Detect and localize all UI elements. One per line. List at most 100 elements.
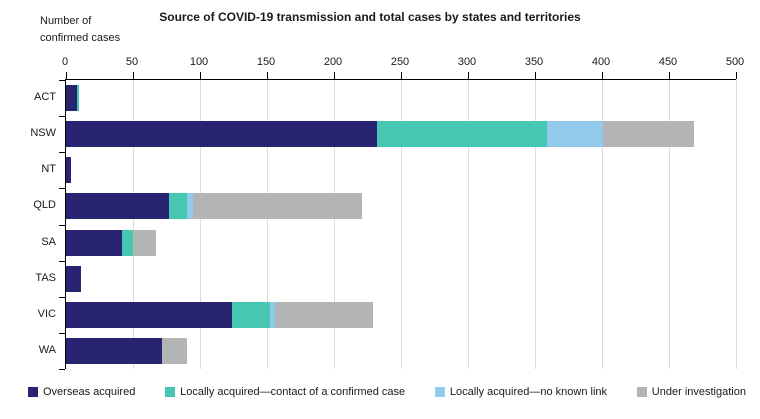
y-tick-mark — [59, 116, 65, 118]
gridline — [401, 80, 402, 369]
legend-label: Locally acquired—no known link — [449, 386, 608, 398]
y-axis-labels: ACT NSW NT QLD SA TAS VIC WA — [0, 79, 56, 368]
bar-segment — [66, 265, 81, 292]
legend-label: Under investigation — [651, 386, 746, 398]
y-tick-mark — [59, 260, 65, 262]
gridline — [602, 80, 603, 369]
x-tick-mark — [334, 72, 335, 79]
bar-row — [66, 152, 736, 188]
bar-segment — [66, 193, 170, 220]
gridline — [669, 80, 670, 369]
stacked-bar — [66, 337, 736, 364]
category-label: TAS — [35, 271, 56, 284]
x-tick-mark — [200, 72, 201, 79]
gridline — [267, 80, 268, 369]
legend-item: Locally acquired—contact of a confirmed … — [165, 386, 405, 398]
bar-row — [66, 80, 736, 116]
x-tick-label: 450 — [658, 56, 678, 68]
x-tick-label: 400 — [591, 56, 611, 68]
legend: Overseas acquired Locally acquired—contac… — [28, 385, 746, 399]
gridline — [468, 80, 469, 369]
bar-segment — [376, 121, 548, 148]
stacked-bar — [66, 85, 736, 112]
bar-segment — [169, 193, 187, 220]
category-label: WA — [38, 343, 56, 356]
bar-segment — [603, 121, 695, 148]
bar-row — [66, 333, 736, 369]
y-tick-mark — [59, 80, 65, 81]
bar-segment — [122, 229, 133, 256]
x-tick-mark — [736, 72, 737, 79]
x-tick-mark — [602, 72, 603, 79]
x-tick-label: 0 — [61, 56, 69, 68]
chart-title: Source of COVID-19 transmission and tota… — [159, 10, 581, 24]
y-tick-mark — [59, 332, 65, 334]
plot-area — [59, 72, 737, 370]
x-tick-mark — [66, 72, 67, 79]
legend-item: Overseas acquired — [28, 386, 135, 398]
bar-row — [66, 225, 736, 261]
bar-segment — [66, 337, 163, 364]
bar-row — [66, 261, 736, 297]
legend-item: Locally acquired—no known link — [434, 386, 608, 398]
bar-segment — [66, 85, 77, 112]
x-tick-label: 300 — [457, 56, 477, 68]
y-tick-mark — [59, 369, 65, 370]
x-tick-mark — [267, 72, 268, 79]
x-tick-mark — [468, 72, 469, 79]
legend-swatch — [28, 387, 38, 397]
bar-segment — [547, 121, 604, 148]
bar-segment — [193, 193, 363, 220]
gridline — [133, 80, 134, 369]
y-axis-title: Number of confirmed cases — [40, 15, 121, 45]
legend-label: Locally acquired—contact of a confirmed … — [180, 386, 406, 398]
bar-segment — [232, 301, 270, 328]
legend-swatch — [165, 387, 176, 397]
gridline — [334, 80, 335, 369]
bar-segment — [162, 337, 187, 364]
stacked-bar — [66, 229, 736, 256]
bar-segment — [76, 85, 80, 112]
stacked-bar — [66, 265, 736, 292]
bar-row — [66, 116, 736, 152]
x-tick-label: 150 — [256, 56, 276, 68]
x-tick-label: 500 — [725, 56, 745, 68]
y-tick-mark — [59, 296, 65, 298]
gridline — [535, 80, 536, 369]
bar-segment — [66, 121, 377, 148]
x-tick-label: 250 — [390, 56, 410, 68]
bar-segment — [186, 193, 194, 220]
bar-segment — [66, 301, 233, 328]
stacked-bar — [66, 157, 736, 184]
bar-segment — [275, 301, 373, 328]
stacked-bar — [66, 301, 736, 328]
x-tick-mark — [133, 72, 134, 79]
bar-segment — [66, 157, 72, 184]
legend-swatch — [434, 387, 445, 397]
x-tick-mark — [535, 72, 536, 79]
category-label: ACT — [34, 91, 56, 104]
legend-label: Overseas acquired — [43, 386, 136, 398]
gridline — [200, 80, 201, 369]
legend-swatch — [636, 387, 647, 397]
x-tick-label: 350 — [524, 56, 544, 68]
category-label: SA — [41, 235, 56, 248]
category-label: NSW — [30, 127, 56, 140]
stacked-bar — [66, 193, 736, 220]
bar-row — [66, 188, 736, 224]
category-label: VIC — [37, 307, 56, 320]
y-tick-mark — [59, 152, 65, 154]
category-label: QLD — [33, 199, 56, 212]
bar-segment — [66, 229, 123, 256]
legend-item: Under investigation — [636, 386, 746, 398]
bars — [66, 80, 736, 369]
gridline — [736, 80, 737, 369]
bar-segment — [132, 229, 156, 256]
x-tick-mark — [401, 72, 402, 79]
bar-segment — [269, 301, 276, 328]
y-tick-mark — [59, 188, 65, 190]
x-tick-label: 200 — [323, 56, 343, 68]
y-tick-mark — [59, 224, 65, 226]
x-tick-mark — [669, 72, 670, 79]
